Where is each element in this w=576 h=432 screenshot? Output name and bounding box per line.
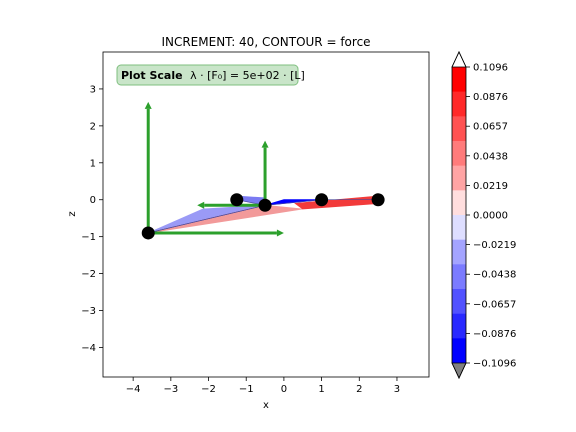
colorbar-tick-label: −0.0657 [473,299,516,310]
colorbar-tick-label: 0.0657 [473,122,508,133]
axes-frame [102,51,430,378]
colorbar-tick-label: −0.0876 [473,329,516,340]
x-tick-label: 3 [394,384,400,395]
colorbar-tick-label: 0.0219 [473,181,508,192]
colorbar-extend-top [451,51,467,68]
y-tick-label: −3 [81,306,96,317]
colorbar-level [452,215,466,240]
svg-text:Plot Scale λ · [F₀] = 5: Plot Scale λ · [F₀] = 5e+02 · [L] [121,69,305,82]
colorbar-tick-label: 0.1096 [473,63,508,74]
colorbar-tick-label: 0.0000 [473,211,508,222]
y-tick-label: −4 [81,343,96,354]
x-tick-label: 0 [281,384,287,395]
force-band-4 [294,195,381,210]
colorbar-level [452,91,466,117]
load-arrow-head-1 [276,229,284,237]
chart-title: INCREMENT: 40, CONTOUR = force [161,35,370,49]
node-3 [315,193,329,207]
colorbar-level [452,165,466,191]
plot-area [141,101,385,240]
annotation-box [116,64,299,86]
annotation-bold-label: Plot Scale [121,69,183,82]
annotation-formula: λ · [F₀] = 5e+02 · [L] [190,69,305,82]
x-tick-label: −1 [239,384,254,395]
x-tick-label: −2 [201,384,216,395]
node-4 [371,193,385,207]
plot-scale-annotation: Plot Scale λ · [F₀] = 5e+02 · [L] [116,64,305,86]
colorbar-tick-label: −0.1096 [473,359,516,370]
colorbar-level [452,239,466,265]
y-tick-label: 3 [90,84,96,95]
colorbar-level [452,141,466,166]
colorbar-level [452,67,466,92]
element-line-3 [265,199,322,206]
colorbar-level [452,338,466,364]
load-arrow-head-0 [144,101,152,109]
node-1 [230,193,244,207]
x-tick-label: −3 [163,384,178,395]
element-line-1 [148,204,266,234]
node-2 [258,198,272,212]
y-tick-label: −2 [81,269,96,280]
y-tick-label: 0 [90,195,96,206]
axes: −4 −3 −2 −1 0 1 2 3 −4 −3 −2 −1 0 1 2 3 [81,84,400,395]
node-0 [141,226,155,240]
colorbar-tick-label: 0.0876 [473,92,508,103]
x-tick-label: −4 [126,384,141,395]
load-arrow-head-2 [261,140,269,148]
colorbar-level [452,190,466,216]
y-tick-label: −1 [81,232,96,243]
x-axis-label: x [263,400,269,411]
colorbar-level [452,116,466,142]
colorbar-level [452,313,466,339]
y-tick-label: 2 [90,121,96,132]
y-axis-label: z [67,211,78,216]
colorbar-tick-label: −0.0219 [473,240,516,251]
colorbar-extend-bottom [451,362,467,379]
load-arrow-head-3 [197,201,205,209]
colorbar-tick-label: −0.0438 [473,270,516,281]
x-tick-label: 2 [356,384,362,395]
y-tick-label: 1 [90,158,96,169]
colorbar: 0.1096 0.0876 0.0657 0.0438 0.0219 0.0000 −0.0… [451,51,516,379]
colorbar-tick-label: 0.0438 [473,151,508,162]
x-tick-label: 1 [318,384,324,395]
colorbar-level [452,289,466,314]
colorbar-level [452,264,466,290]
